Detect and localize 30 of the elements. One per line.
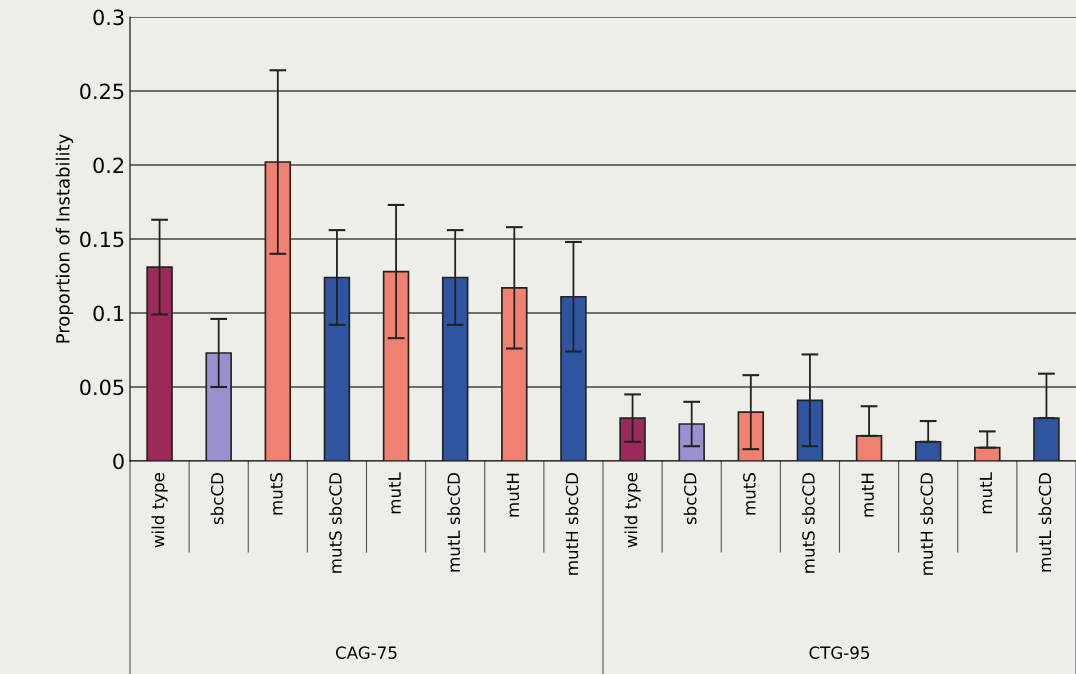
x-tick-label: mutS sbcCD — [801, 473, 815, 573]
bar — [974, 446, 1001, 461]
x-tick-label: mutH sbcCD — [920, 473, 934, 575]
text: CAG-75 — [335, 646, 397, 659]
y-tick-label: 0.25 — [80, 83, 124, 100]
x-tick-label: mutS — [743, 473, 756, 515]
bar — [914, 440, 942, 461]
x-tick-label: mutL — [979, 472, 993, 514]
x-tick-label: mutL sbcCD — [1038, 473, 1052, 572]
x-tick-label: sbcCD — [683, 473, 697, 525]
x-tick-label: sbcCD — [210, 473, 224, 525]
y-tick-label: 0.2 — [93, 157, 124, 174]
x-tick-label: mutH — [506, 473, 520, 517]
text: CTG-95 — [809, 646, 870, 659]
bar — [1033, 417, 1060, 461]
x-tick-label: wild type — [151, 473, 168, 548]
y-tick-label: 0.05 — [80, 379, 124, 396]
x-tick-label: mutS sbcCD — [328, 473, 342, 573]
bar — [855, 435, 883, 461]
x-tick-label: mutL sbcCD — [447, 473, 461, 572]
y-tick-label: 0.3 — [93, 9, 124, 26]
x-tick-label: mutH — [861, 473, 874, 517]
x-tick-label: mutH sbcCD — [565, 473, 579, 575]
x-tick-label: wild type — [624, 473, 641, 548]
y-tick-label: 0.15 — [80, 231, 124, 248]
x-tick-label: mutS — [270, 473, 283, 515]
y-axis-title: Proportion of Instability — [55, 134, 74, 343]
y-tick-label: 0.1 — [93, 305, 124, 322]
x-tick-label: mutL — [388, 472, 401, 514]
y-tick-label: 0 — [113, 453, 124, 470]
